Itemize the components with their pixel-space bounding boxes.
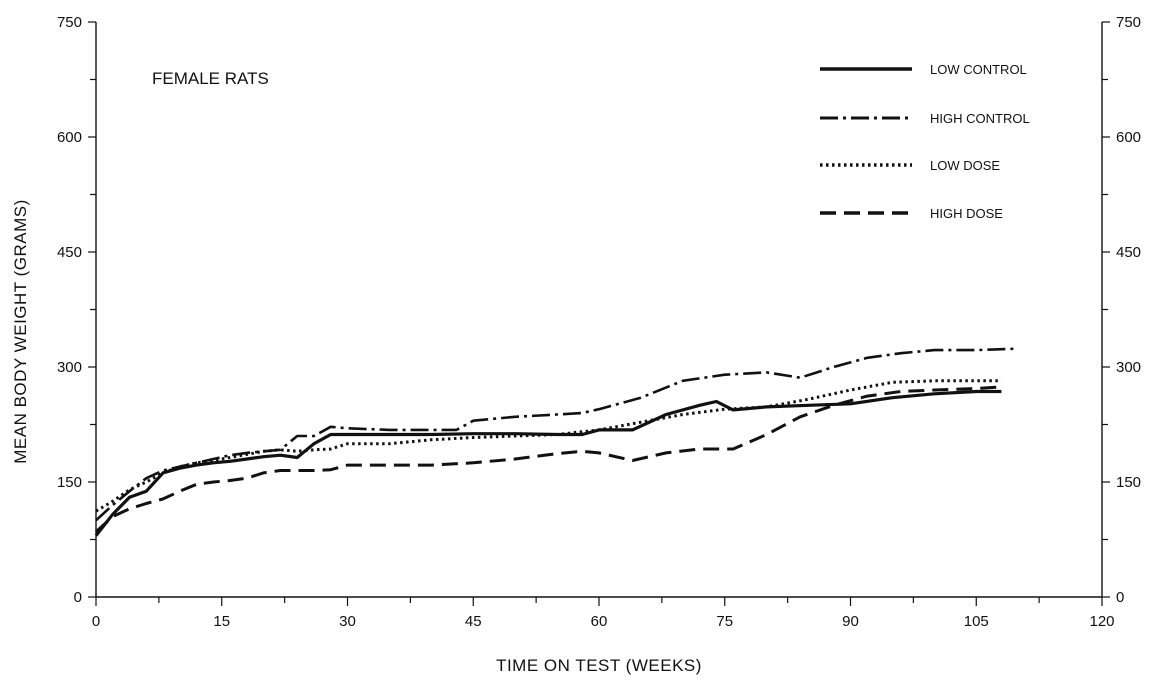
x-tick-label: 15 (213, 613, 230, 630)
legend-label-low-control: LOW CONTROL (930, 62, 1027, 77)
x-tick-label: 60 (591, 613, 608, 630)
y-axis-title: MEAN BODY WEIGHT (GRAMS) (11, 199, 30, 464)
series-line-high-control (95, 347, 1019, 522)
plot-area (94, 347, 1019, 537)
series-line-low-control (94, 389, 1002, 537)
x-axis-title: TIME ON TEST (WEEKS) (496, 656, 702, 675)
legend-label-high-control: HIGH CONTROL (930, 111, 1030, 126)
y-right-tick-label: 450 (1116, 244, 1141, 261)
x-tick-label: 45 (465, 613, 482, 630)
panel-label: FEMALE RATS (152, 69, 269, 88)
x-tick-label: 105 (964, 613, 989, 630)
x-tick-label: 90 (842, 613, 859, 630)
y-left-tick-label: 750 (57, 14, 82, 31)
y-left-tick-label: 300 (57, 359, 82, 376)
y-right-tick-label: 0 (1116, 589, 1124, 606)
y-left-tick-label: 150 (57, 474, 82, 491)
x-tick-label: 120 (1089, 613, 1114, 630)
x-tick-label: 30 (339, 613, 356, 630)
legend-label-low-dose: LOW DOSE (930, 158, 1000, 173)
x-tick-label: 0 (92, 613, 100, 630)
y-right-tick-label: 750 (1116, 14, 1141, 31)
y-right-tick-label: 300 (1116, 359, 1141, 376)
y-right-tick-label: 600 (1116, 129, 1141, 146)
y-left-tick-label: 600 (57, 129, 82, 146)
x-tick-label: 75 (716, 613, 733, 630)
series-line-high-dose (94, 385, 1002, 533)
y-right-tick-label: 150 (1116, 474, 1141, 491)
y-left-tick-label: 450 (57, 244, 82, 261)
series-line-low-dose (95, 379, 1002, 513)
legend-label-high-dose: HIGH DOSE (930, 206, 1003, 221)
legend: LOW CONTROL HIGH CONTROL LOW DOSE HIGH DOSE (820, 62, 1030, 221)
y-left-tick-label: 0 (74, 589, 82, 606)
